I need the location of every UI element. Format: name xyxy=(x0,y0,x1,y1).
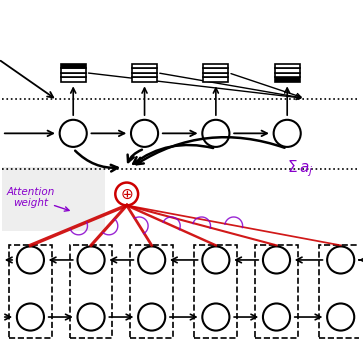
Bar xyxy=(203,73,228,77)
Text: $\Sigma\, a_j$: $\Sigma\, a_j$ xyxy=(287,159,314,179)
Bar xyxy=(275,73,300,77)
Bar xyxy=(132,68,157,73)
Text: $\oplus$: $\oplus$ xyxy=(120,187,133,201)
Bar xyxy=(61,77,86,82)
Text: Attention
weight: Attention weight xyxy=(6,187,54,208)
Bar xyxy=(132,64,157,68)
FancyBboxPatch shape xyxy=(0,167,105,232)
Bar xyxy=(61,68,86,73)
Bar xyxy=(275,77,300,82)
Bar xyxy=(61,73,86,77)
Bar xyxy=(203,68,228,73)
Bar xyxy=(275,64,300,68)
Bar xyxy=(61,64,86,68)
Bar xyxy=(203,64,228,68)
Bar xyxy=(203,77,228,82)
Bar xyxy=(132,73,157,77)
Bar xyxy=(275,68,300,73)
Bar xyxy=(132,77,157,82)
